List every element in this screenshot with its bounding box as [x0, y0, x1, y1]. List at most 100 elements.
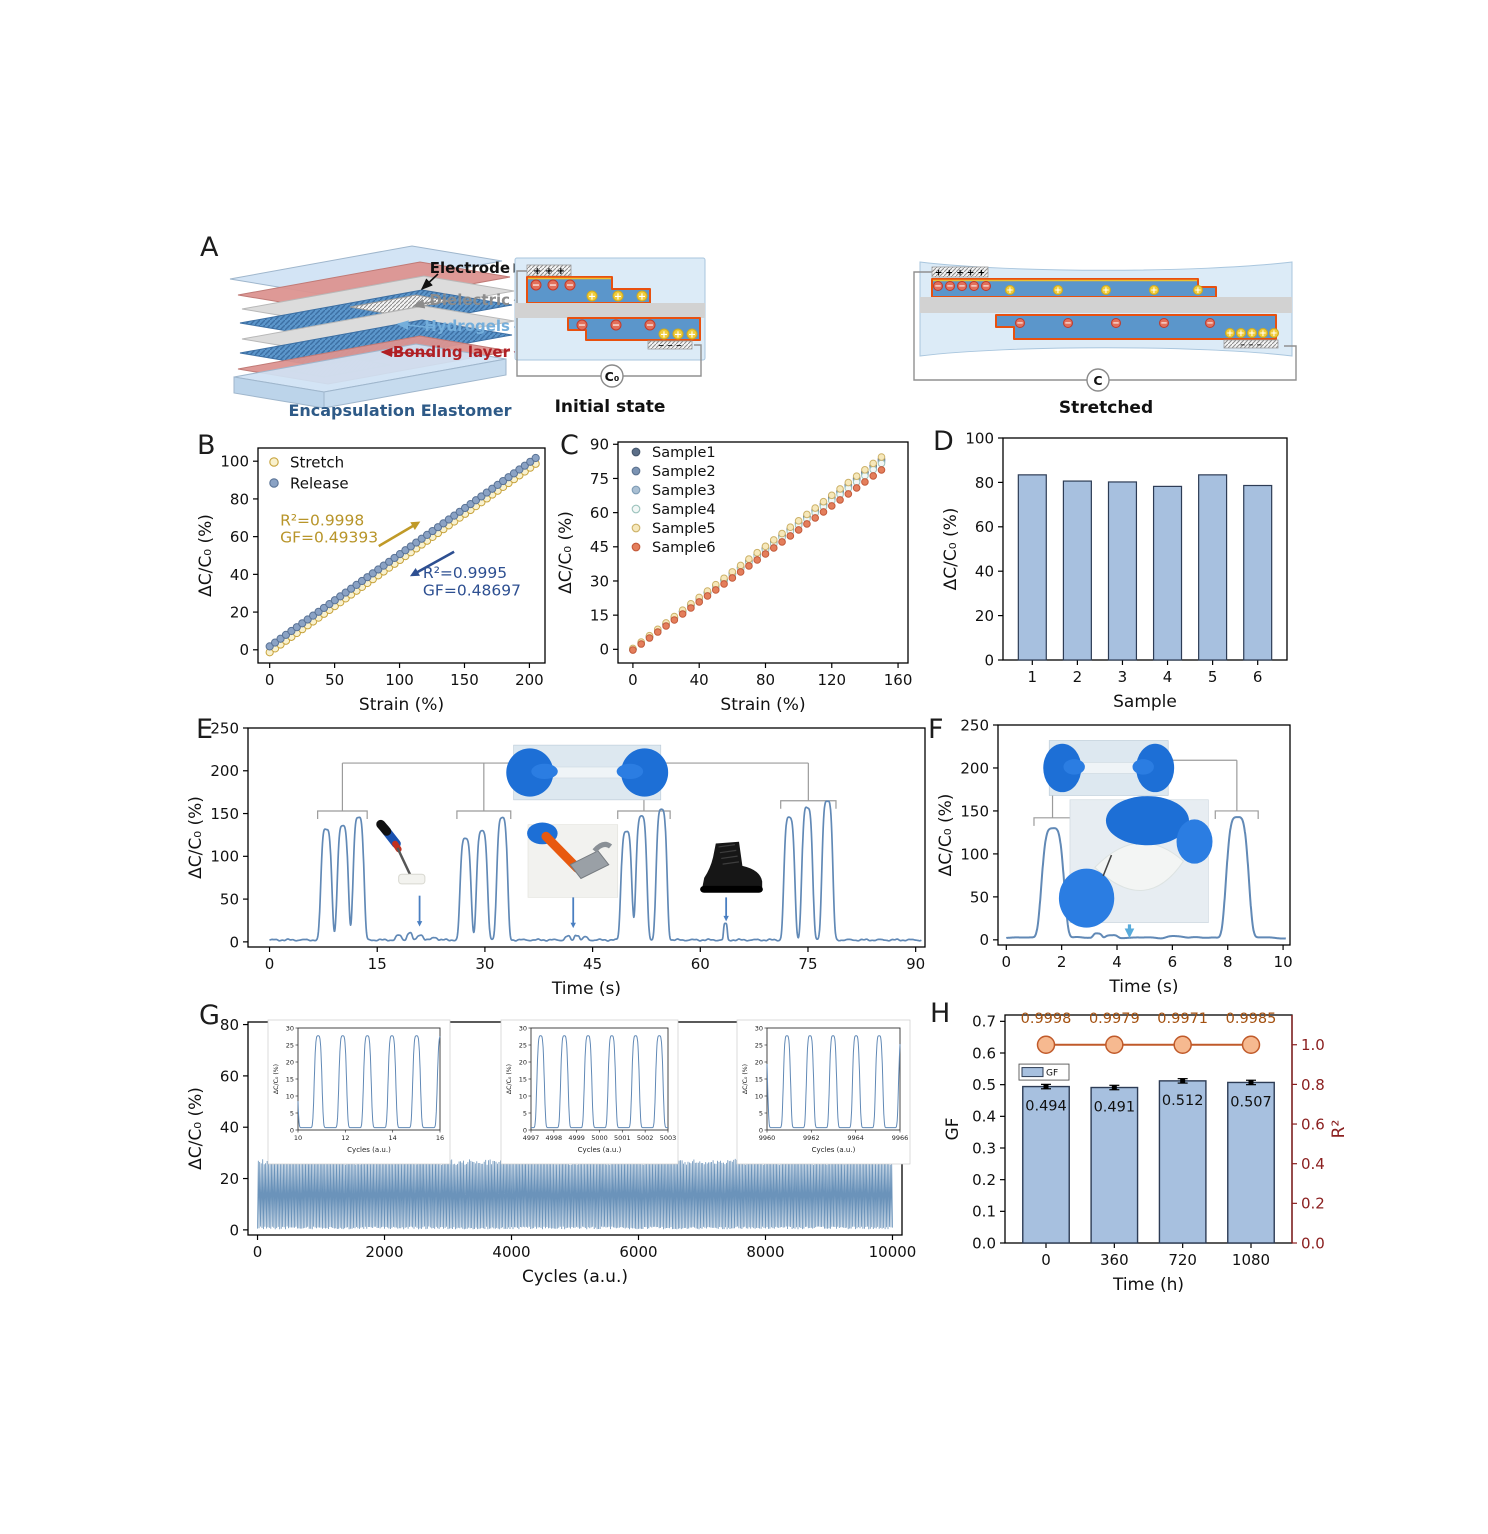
svg-text:Strain (%): Strain (%): [720, 695, 805, 715]
svg-text:+: +: [1006, 286, 1013, 296]
panel-a-schematic: Encapsulation Elastomer Electrode Dielec…: [185, 232, 1300, 432]
panel-d-chart-container: 1 2 3 4 5 6 0 20 40 60 80 100 Sample ΔC/C₀ (%): [930, 425, 1305, 719]
svg-text:Sample4: Sample4: [652, 502, 716, 518]
svg-text:−: −: [1016, 319, 1023, 329]
panel-c-letter: C: [560, 430, 579, 461]
svg-text:5: 5: [290, 1109, 294, 1117]
r2-series: 0.9998 0.9979 0.9971 0.9985: [1021, 1011, 1276, 1054]
r2-axis: 0.0 0.2 0.4 0.6 0.8 1.0 R²: [1291, 1015, 1349, 1252]
svg-text:80: 80: [230, 490, 249, 508]
svg-text:Sample2: Sample2: [652, 464, 716, 480]
svg-text:0.9971: 0.9971: [1157, 1011, 1208, 1027]
svg-text:4997: 4997: [523, 1134, 540, 1142]
svg-text:20: 20: [519, 1058, 527, 1066]
svg-text:0.0: 0.0: [1301, 1234, 1325, 1252]
svg-text:3: 3: [1118, 668, 1128, 686]
svg-text:0: 0: [253, 1243, 263, 1261]
photo-hammer: [527, 822, 619, 898]
svg-text:75: 75: [798, 955, 817, 973]
photo-stretch: [1043, 740, 1175, 796]
svg-text:−: −: [1112, 319, 1119, 329]
svg-text:0: 0: [979, 931, 989, 949]
svg-text:0.6: 0.6: [972, 1044, 996, 1062]
capacitance-symbol-c: [1086, 368, 1110, 392]
svg-text:15: 15: [286, 1075, 294, 1083]
svg-text:ΔC/C₀ (%): ΔC/C₀ (%): [941, 508, 961, 591]
series-release: [265, 453, 540, 651]
svg-text:720: 720: [1168, 1251, 1197, 1269]
svg-text:9960: 9960: [759, 1134, 776, 1142]
svg-text:−: −: [1206, 319, 1213, 329]
svg-text:0.3: 0.3: [972, 1139, 996, 1157]
svg-text:60: 60: [220, 1067, 239, 1085]
svg-text:ΔC/C₀ (%): ΔC/C₀ (%): [188, 796, 206, 879]
panel-g-letter: G: [199, 1000, 220, 1031]
svg-text:ΔC/C₀ (%): ΔC/C₀ (%): [188, 1087, 206, 1170]
svg-text:5: 5: [1208, 668, 1218, 686]
svg-text:0.507: 0.507: [1230, 1094, 1272, 1110]
svg-text:20: 20: [286, 1058, 294, 1066]
panel-b-chart: 0 50 100 150 200 0 20 40 60 80 100 Strain (%) ΔC/C₀ …: [196, 447, 546, 715]
stretched-bottom-electrode: [1223, 339, 1279, 349]
svg-text:−: −: [566, 280, 574, 291]
svg-text:160: 160: [884, 671, 913, 689]
svg-text:8000: 8000: [746, 1243, 784, 1261]
svg-text:15: 15: [519, 1075, 527, 1083]
panel-h-letter: H: [930, 998, 951, 1029]
electrode-label: Electrode: [430, 259, 510, 277]
ion-charges: − − −− − −+ + ++ + +− − − − −− − − − −+ + + + ++ + + + +: [530, 279, 1279, 340]
svg-text:250: 250: [960, 716, 989, 734]
panel-a-drawing: Encapsulation Elastomer Electrode Dielec…: [229, 245, 1297, 420]
svg-text:R²=0.9998: R²=0.9998: [280, 511, 364, 529]
panel-f-letter: F: [928, 714, 944, 745]
svg-text:Cycles (a.u.): Cycles (a.u.): [812, 1146, 856, 1154]
bonding-arrow-left: [380, 347, 433, 358]
svg-text:0: 0: [265, 671, 275, 689]
stretched-top-electrode: [931, 266, 989, 278]
svg-text:60: 60: [230, 528, 249, 546]
svg-text:150: 150: [450, 671, 479, 689]
svg-text:120: 120: [817, 671, 846, 689]
svg-text:−: −: [1064, 319, 1071, 329]
svg-text:30: 30: [286, 1024, 294, 1032]
svg-text:0.9998: 0.9998: [1021, 1011, 1072, 1027]
svg-text:2: 2: [1057, 953, 1067, 971]
svg-text:50: 50: [220, 890, 239, 908]
svg-text:Strain (%): Strain (%): [359, 695, 444, 715]
panel-c-chart: 0 40 80 120 160 0 15 30 45 60 75 90 Strain (%) ΔC/C₀ …: [556, 436, 913, 715]
svg-text:R²: R²: [1329, 1120, 1349, 1139]
layer-labels: Electrode Dielectric Hydrogels Bonding l…: [380, 259, 562, 361]
svg-text:10: 10: [286, 1092, 294, 1100]
svg-text:+: +: [1054, 286, 1061, 296]
svg-text:100: 100: [385, 671, 414, 689]
svg-text:60: 60: [691, 955, 710, 973]
svg-text:Time (h): Time (h): [1112, 1275, 1184, 1295]
svg-text:+: +: [1102, 286, 1109, 296]
svg-text:45: 45: [583, 955, 602, 973]
gf-legend: GF: [1018, 1063, 1070, 1081]
svg-text:25: 25: [519, 1041, 527, 1049]
svg-text:−: −: [532, 280, 540, 291]
svg-text:0.2: 0.2: [972, 1171, 996, 1189]
stretched-caption: Stretched: [1059, 398, 1153, 418]
svg-text:Sample6: Sample6: [652, 540, 716, 556]
svg-text:25: 25: [755, 1041, 763, 1049]
axes-E: 0 15 30 45 60 75 90 0 50 100 150 200 250 Time (s) ΔC/C…: [186, 719, 926, 999]
svg-text:0: 0: [984, 651, 994, 669]
svg-text:0.2: 0.2: [1301, 1195, 1325, 1213]
svg-text:9964: 9964: [847, 1134, 864, 1142]
svg-text:5003: 5003: [660, 1134, 677, 1142]
svg-text:20: 20: [755, 1058, 763, 1066]
svg-text:8: 8: [1223, 953, 1233, 971]
svg-text:50: 50: [970, 888, 989, 906]
stretched-minus-marks: − − −: [1240, 341, 1263, 349]
hydrogels-label: Hydrogels: [424, 317, 510, 335]
svg-text:0.0: 0.0: [972, 1234, 996, 1252]
svg-text:−: −: [578, 320, 586, 331]
svg-text:−: −: [982, 282, 989, 292]
panel-a-letter: A: [200, 232, 219, 263]
svg-text:0: 0: [239, 641, 249, 659]
svg-text:0.9979: 0.9979: [1089, 1011, 1140, 1027]
